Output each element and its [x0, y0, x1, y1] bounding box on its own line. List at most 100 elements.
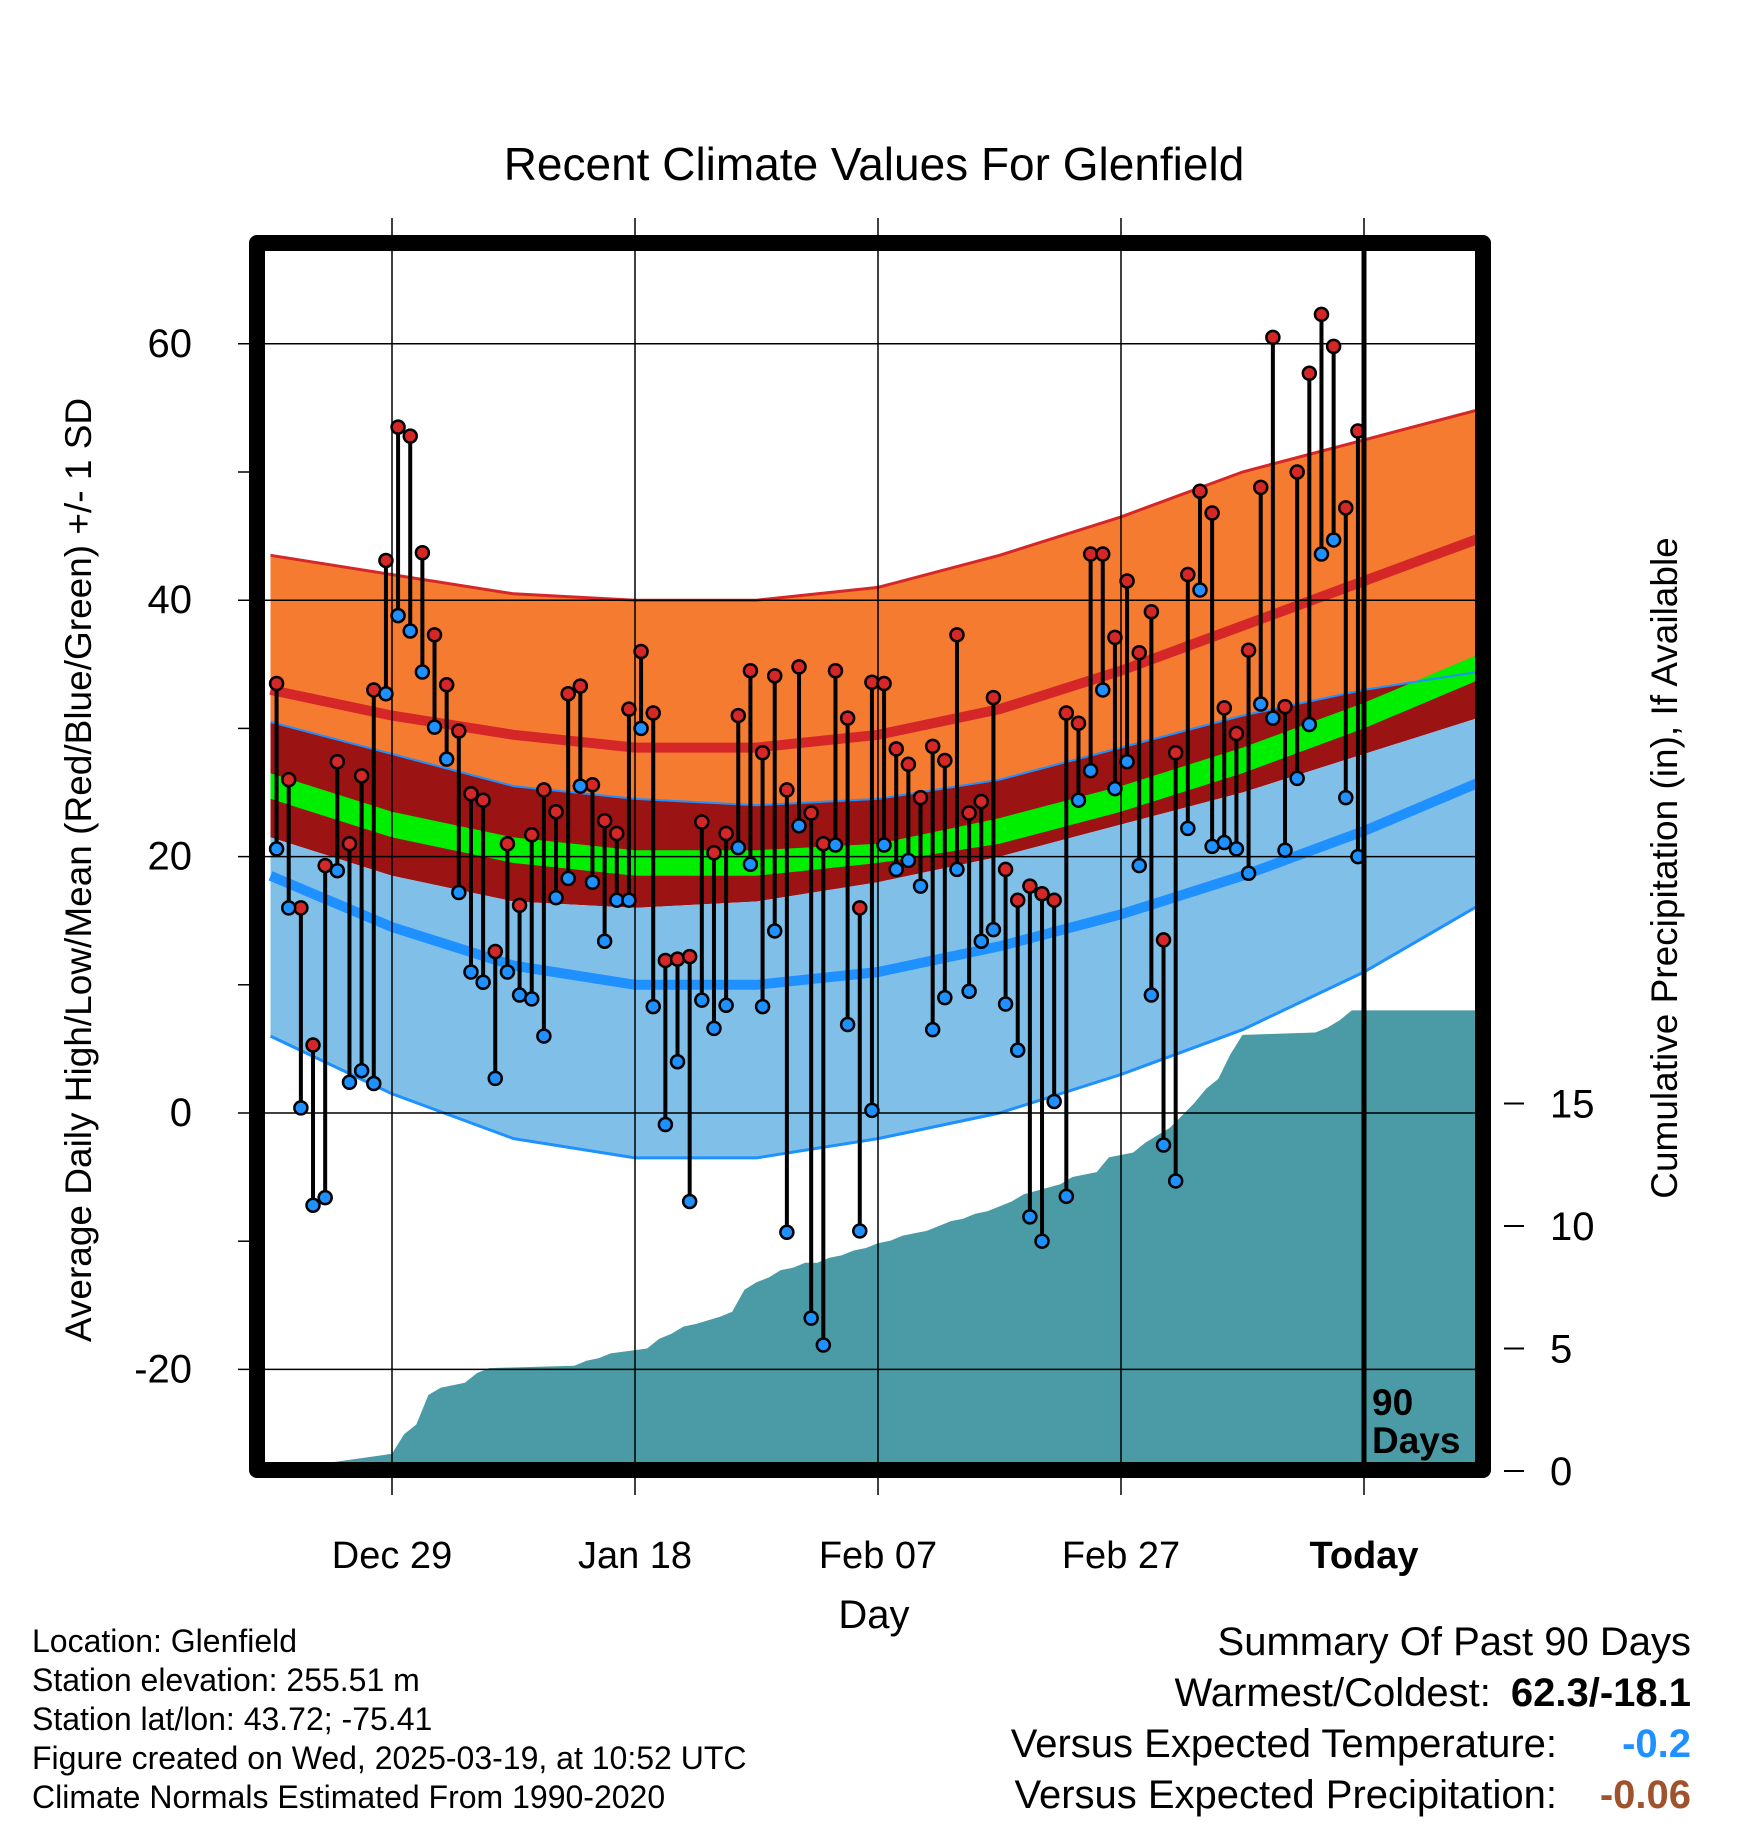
- low-point: [1119, 753, 1135, 770]
- high-point: [1265, 329, 1281, 346]
- y-axis-label: Average Daily High/Low/Mean (Red/Blue/Gr…: [58, 398, 99, 1342]
- high-point: [621, 701, 637, 717]
- low-point: [596, 933, 613, 949]
- chart-title: Recent Climate Values For Glenfield: [504, 138, 1245, 190]
- high-point: [827, 662, 844, 679]
- low-point: [280, 900, 297, 916]
- low-point: [463, 964, 479, 980]
- low-point: [402, 623, 418, 639]
- y-tick-label: 40: [148, 578, 193, 622]
- high-point: [1022, 878, 1038, 894]
- high-point: [268, 675, 285, 692]
- y-tick-label: 0: [170, 1091, 192, 1135]
- normals-text: Climate Normals Estimated From 1990-2020: [32, 1779, 666, 1815]
- high-sd-band: [270, 410, 1476, 748]
- low-point: [888, 861, 904, 878]
- y2-tick-label: 15: [1550, 1083, 1595, 1127]
- low-point: [1277, 842, 1293, 858]
- x-tick-label: Dec 29: [332, 1535, 452, 1577]
- high-point: [1338, 500, 1354, 516]
- high-point: [1325, 338, 1342, 355]
- high-point: [1240, 642, 1257, 658]
- low-point: [681, 1193, 698, 1210]
- high-point: [341, 836, 358, 852]
- high-point: [779, 782, 795, 798]
- low-point: [305, 1197, 321, 1214]
- low-point: [669, 1053, 686, 1070]
- low-point: [353, 1062, 370, 1079]
- elevation-text: Station elevation: 255.51 m: [32, 1662, 420, 1698]
- high-point: [305, 1037, 321, 1053]
- high-point: [985, 689, 1002, 706]
- low-point: [1070, 792, 1087, 808]
- summary-panel: Summary Of Past 90 Days Warmest/Coldest:…: [1011, 1617, 1691, 1821]
- warmest-label: Warmest/Coldest:: [1174, 1671, 1491, 1715]
- y-tick-label: -20: [134, 1347, 192, 1391]
- low-point: [803, 1310, 819, 1326]
- high-point: [402, 428, 418, 444]
- high-point: [280, 771, 297, 788]
- high-point: [378, 552, 394, 569]
- high-point: [511, 897, 528, 914]
- low-point: [633, 720, 649, 737]
- low-point: [1046, 1093, 1062, 1110]
- high-point: [487, 943, 504, 960]
- low-point: [1095, 682, 1111, 698]
- temp-value: -0.2: [1622, 1722, 1691, 1766]
- low-point: [1325, 532, 1342, 548]
- low-sd-band: [270, 783, 1476, 1158]
- low-point: [766, 923, 783, 939]
- high-point: [1277, 698, 1293, 715]
- summary-temp-row: Versus Expected Temperature: -0.2: [1011, 1719, 1691, 1770]
- high-point: [451, 723, 467, 739]
- high-point: [475, 792, 491, 808]
- low-point: [414, 664, 431, 680]
- low-point: [973, 933, 990, 949]
- low-point: [791, 818, 807, 834]
- high-point: [1155, 932, 1172, 948]
- high-point: [1216, 700, 1233, 716]
- low-point: [293, 1100, 309, 1116]
- high-point: [596, 812, 613, 829]
- high-point: [572, 678, 589, 694]
- summary-heading: Summary Of Past 90 Days: [1217, 1620, 1691, 1664]
- high-point: [645, 705, 661, 721]
- low-point: [657, 1116, 674, 1133]
- high-point: [463, 786, 479, 802]
- high-point: [560, 686, 576, 702]
- high-point: [1192, 483, 1208, 499]
- low-point: [961, 983, 977, 999]
- low-point: [1058, 1188, 1075, 1205]
- low-point: [706, 1020, 722, 1037]
- low-point: [876, 837, 892, 853]
- high-point: [1167, 745, 1184, 761]
- y2-tick-label: 0: [1550, 1450, 1572, 1494]
- high-point: [1180, 566, 1196, 583]
- high-point: [523, 827, 540, 843]
- low-point: [815, 1337, 832, 1353]
- low-point: [1313, 546, 1330, 562]
- low-point: [523, 991, 540, 1007]
- low-point: [329, 862, 346, 879]
- low-point: [1301, 716, 1318, 733]
- warmest-value: 62.3/-18.1: [1510, 1671, 1691, 1715]
- y-tick-label: 20: [148, 835, 193, 879]
- low-point: [426, 719, 443, 735]
- low-point: [754, 998, 771, 1015]
- low-point: [1143, 987, 1160, 1003]
- period-label-number: 90: [1372, 1382, 1413, 1423]
- low-point: [390, 607, 406, 624]
- high-point: [900, 756, 917, 773]
- y2-tick-label: 5: [1550, 1328, 1572, 1372]
- high-point: [730, 707, 747, 724]
- summary-warmest-row: Warmest/Coldest: 62.3/-18.1: [1011, 1668, 1691, 1719]
- low-point: [912, 878, 929, 894]
- high-point: [1119, 573, 1135, 589]
- high-point: [669, 951, 686, 967]
- low-point: [317, 1189, 333, 1206]
- y2-axis-label: Cumulative Precipitation (in), If Availa…: [1644, 537, 1685, 1199]
- high-point: [1289, 464, 1305, 480]
- high-point: [937, 752, 953, 769]
- low-point: [487, 1070, 504, 1087]
